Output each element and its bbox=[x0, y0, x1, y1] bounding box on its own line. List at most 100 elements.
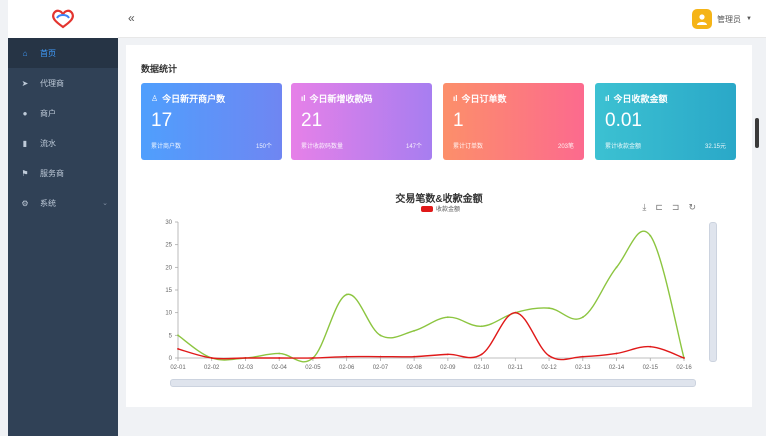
x-tick-label: 02-06 bbox=[339, 365, 355, 371]
series-point-1 bbox=[345, 355, 348, 358]
series-point-1 bbox=[615, 352, 618, 355]
series-point-1 bbox=[514, 311, 517, 314]
stat-card-new-qrcodes: ıl 今日新增收款码 21 累计收款码数量 147个 bbox=[291, 83, 432, 160]
x-tick-label: 02-04 bbox=[272, 365, 288, 371]
series-point-1 bbox=[683, 357, 685, 359]
sidebar-item-label: 代理商 bbox=[40, 78, 64, 88]
x-tick-label: 02-09 bbox=[440, 365, 456, 371]
series-point-0 bbox=[649, 234, 652, 237]
legend-label: 收款金额 bbox=[436, 207, 461, 213]
user-avatar-icon bbox=[697, 14, 708, 25]
card-footer: 累计商户数 150个 bbox=[151, 141, 272, 150]
series-point-0 bbox=[548, 307, 550, 310]
sidebar-menu: ⌂ 首页 ➤ 代理商 ● 商户 ▮ 流水 ⚑ 服务商 ⚙ 系统 ⌄ bbox=[8, 38, 118, 218]
edge-scroll-handle[interactable] bbox=[755, 118, 759, 148]
series-point-0 bbox=[446, 316, 449, 319]
x-tick-label: 02-03 bbox=[238, 365, 254, 371]
series-point-1 bbox=[413, 355, 416, 358]
zoom-reset-icon[interactable]: ⊐ bbox=[671, 202, 680, 212]
y-tick-label: 0 bbox=[169, 356, 173, 362]
user-name[interactable]: 管理员 bbox=[717, 14, 742, 24]
refresh-icon[interactable]: ↻ bbox=[688, 202, 696, 212]
x-tick-label: 02-12 bbox=[541, 365, 557, 371]
send-icon: ➤ bbox=[21, 78, 29, 88]
series-point-0 bbox=[278, 352, 281, 355]
series-point-1 bbox=[548, 354, 550, 357]
user-outline-icon: ♙ bbox=[151, 94, 159, 103]
card-title-text: 今日收款金额 bbox=[613, 94, 668, 104]
series-point-0 bbox=[581, 316, 584, 319]
x-tick-label: 02-07 bbox=[373, 365, 389, 371]
vertical-datazoom-slider[interactable] bbox=[709, 222, 717, 362]
chevron-down-icon: ⌄ bbox=[102, 200, 108, 207]
sidebar-item-label: 服务商 bbox=[40, 168, 64, 178]
logo bbox=[8, 0, 118, 38]
chart-legend[interactable]: 收款金额 bbox=[421, 204, 460, 213]
series-point-0 bbox=[345, 293, 348, 296]
card-footer: 累计订单数 203笔 bbox=[453, 141, 574, 150]
user-menu[interactable]: 管理员 ▼ bbox=[692, 9, 752, 29]
stat-card-revenue: ıl 今日收款金额 0.01 累计收款金额 32.15元 bbox=[595, 83, 736, 160]
sidebar-item-system[interactable]: ⚙ 系统 ⌄ bbox=[8, 188, 118, 218]
avatar[interactable] bbox=[692, 9, 713, 29]
bar-chart-icon: ▮ bbox=[22, 138, 28, 148]
card-title-text: 今日新增收款码 bbox=[309, 94, 373, 104]
series-point-0 bbox=[413, 329, 416, 332]
series-point-1 bbox=[210, 357, 213, 359]
series-point-1 bbox=[649, 345, 652, 348]
card-value: 0.01 bbox=[605, 110, 642, 131]
card-value: 21 bbox=[301, 110, 323, 131]
sidebar: ⌂ 首页 ➤ 代理商 ● 商户 ▮ 流水 ⚑ 服务商 ⚙ 系统 ⌄ bbox=[8, 0, 118, 436]
card-title: ♙ 今日新开商户数 bbox=[151, 92, 272, 105]
sidebar-item-label: 流水 bbox=[40, 138, 56, 148]
horizontal-datazoom-slider[interactable] bbox=[170, 379, 696, 387]
sidebar-item-flow[interactable]: ▮ 流水 bbox=[8, 128, 118, 158]
sidebar-item-agent[interactable]: ➤ 代理商 bbox=[8, 68, 118, 98]
card-footer-value: 147个 bbox=[405, 144, 422, 150]
top-navbar: « 管理员 ▼ bbox=[118, 0, 766, 38]
sidebar-item-home[interactable]: ⌂ 首页 bbox=[8, 38, 118, 68]
x-tick-label: 02-15 bbox=[643, 365, 659, 371]
series-point-0 bbox=[615, 266, 618, 269]
y-tick-label: 5 bbox=[169, 333, 173, 339]
flag-icon: ⚑ bbox=[21, 168, 29, 178]
series-point-0 bbox=[177, 334, 179, 337]
collapse-sidebar-icon[interactable]: « bbox=[128, 11, 135, 25]
y-tick-label: 15 bbox=[165, 288, 172, 294]
y-tick-label: 20 bbox=[165, 265, 172, 271]
series-line-0 bbox=[177, 230, 685, 363]
zoom-icon[interactable]: ⊏ bbox=[655, 202, 663, 212]
series-point-1 bbox=[312, 357, 314, 359]
y-tick-label: 25 bbox=[165, 243, 172, 249]
y-tick-label: 30 bbox=[165, 220, 172, 226]
sidebar-item-merchant[interactable]: ● 商户 bbox=[8, 98, 118, 128]
download-icon[interactable]: ⤓ bbox=[642, 202, 647, 212]
card-title: ıl 今日订单数 bbox=[453, 92, 574, 105]
card-footer-label: 累计订单数 bbox=[453, 144, 484, 150]
caret-down-icon[interactable]: ▼ bbox=[746, 16, 752, 22]
sidebar-item-provider[interactable]: ⚑ 服务商 bbox=[8, 158, 118, 188]
card-footer-label: 累计收款金额 bbox=[605, 144, 642, 150]
y-tick-label: 10 bbox=[165, 311, 172, 317]
sidebar-item-label: 系统 bbox=[40, 198, 56, 208]
card-value: 17 bbox=[151, 110, 173, 131]
dashboard-panel: 数据统计 ♙ 今日新开商户数 17 累计商户数 150个 ıl 今日新增收款码 … bbox=[126, 45, 752, 407]
series-point-1 bbox=[177, 348, 179, 350]
x-tick-label: 02-14 bbox=[609, 365, 625, 371]
card-title-text: 今日订单数 bbox=[461, 94, 507, 104]
series-point-0 bbox=[379, 334, 382, 337]
series-point-1 bbox=[581, 355, 584, 358]
x-tick-label: 02-05 bbox=[305, 365, 321, 371]
card-footer: 累计收款码数量 147个 bbox=[301, 141, 422, 150]
series-point-1 bbox=[446, 353, 449, 356]
series-point-1 bbox=[480, 353, 483, 356]
stat-card-new-merchants: ♙ 今日新开商户数 17 累计商户数 150个 bbox=[141, 83, 282, 160]
chart-toolbox: ⤓ ⊏ ⊐ ↻ bbox=[642, 202, 696, 213]
stat-card-orders: ıl 今日订单数 1 累计订单数 203笔 bbox=[443, 83, 584, 160]
x-tick-label: 02-13 bbox=[575, 365, 591, 371]
chart-title: 交易笔数&收款金额 bbox=[395, 194, 483, 205]
legend-swatch bbox=[421, 205, 433, 212]
card-footer-label: 累计商户数 bbox=[151, 144, 182, 150]
series-point-1 bbox=[379, 355, 382, 358]
user-icon: ● bbox=[22, 108, 28, 118]
